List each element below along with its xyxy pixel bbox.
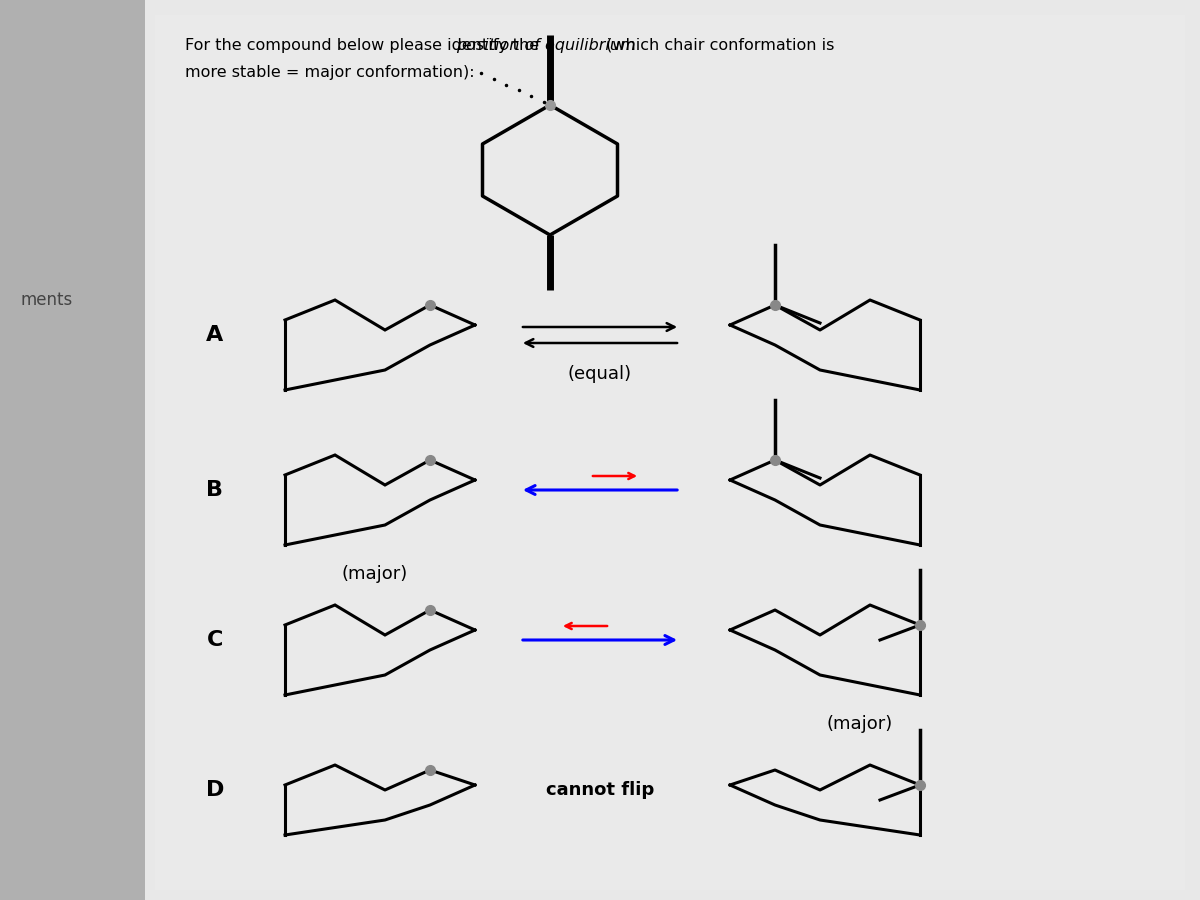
Text: (major): (major): [827, 715, 893, 733]
Text: ments: ments: [20, 291, 72, 309]
Text: For the compound below please identify the: For the compound below please identify t…: [185, 38, 545, 53]
Text: D: D: [206, 780, 224, 800]
Bar: [145, 0, 1200, 900]
Text: C: C: [206, 630, 223, 650]
Text: cannot flip: cannot flip: [546, 781, 654, 799]
Text: A: A: [206, 325, 223, 345]
Text: B: B: [206, 480, 223, 500]
Text: position of equilibrium: position of equilibrium: [456, 38, 636, 53]
Bar: [145, 0, 1200, 900]
Text: (equal): (equal): [568, 365, 632, 383]
Text: (which chair conformation is: (which chair conformation is: [601, 38, 834, 53]
Bar: [155, 15, 1186, 890]
Bar: [0, 0, 145, 900]
Text: (major): (major): [342, 565, 408, 583]
Text: more stable = major conformation):: more stable = major conformation):: [185, 65, 475, 80]
